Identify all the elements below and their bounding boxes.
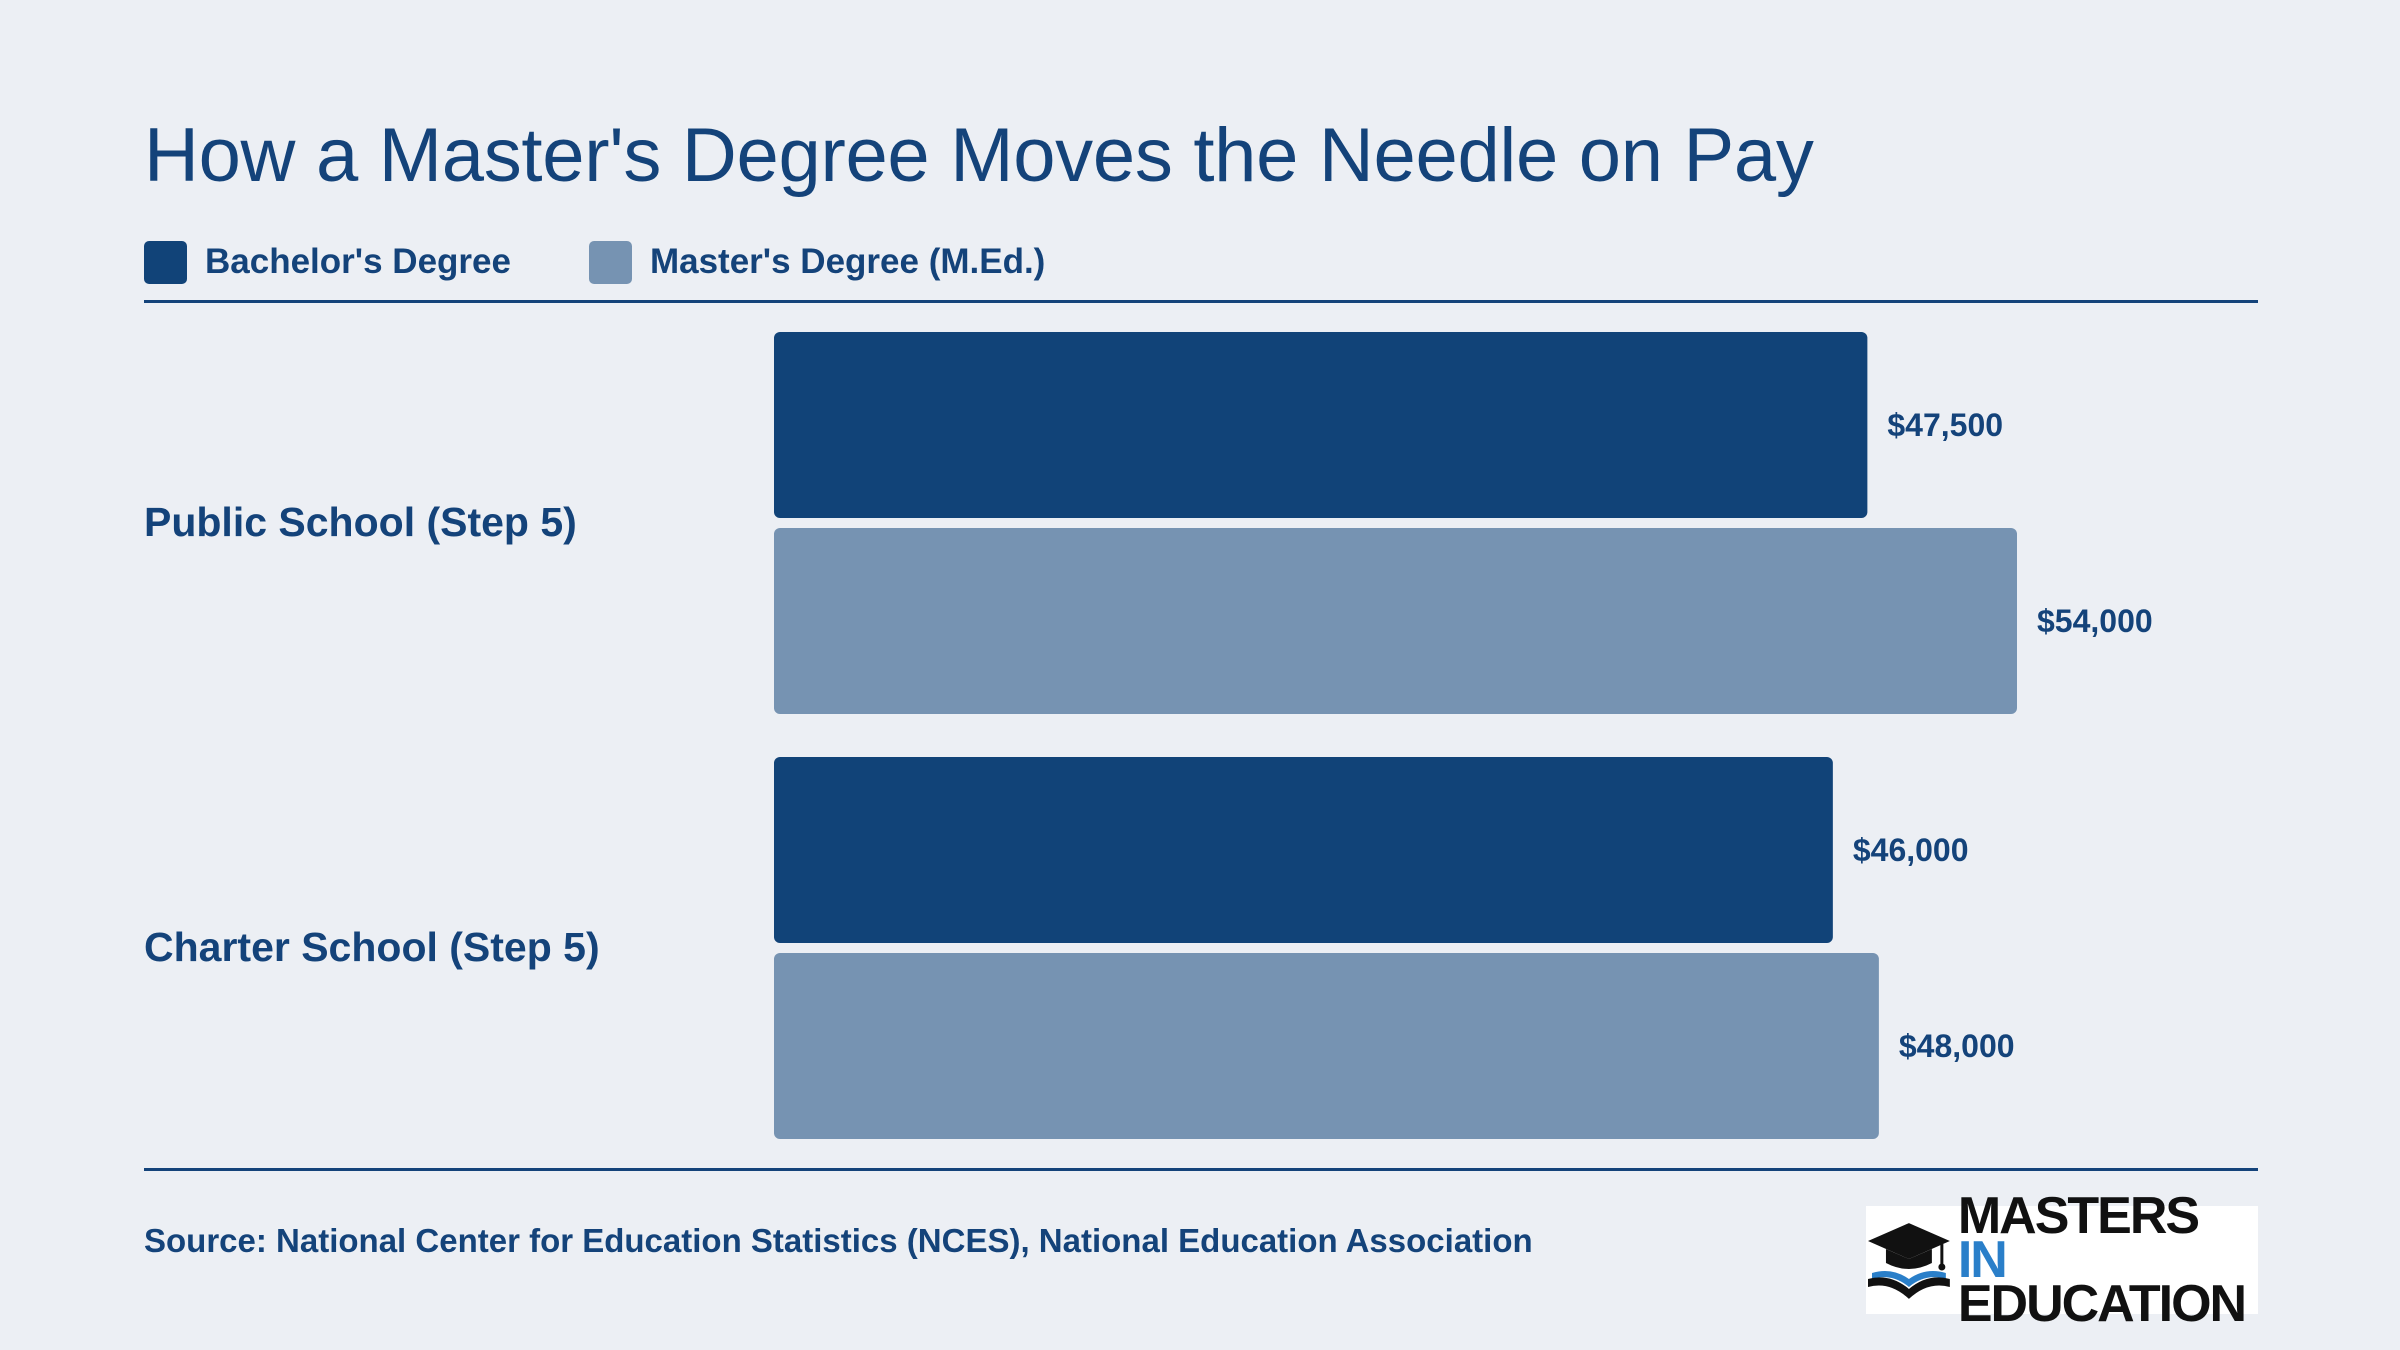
logo-wordmark: MASTERS IN EDUCATION: [1957, 1190, 2258, 1333]
category-label: Charter School (Step 5): [144, 924, 600, 970]
legend-swatch-bachelors: [144, 240, 187, 284]
legend-item-masters: Master's Degree (M.Ed.): [588, 240, 1046, 284]
bar: [774, 332, 1868, 518]
bar: [774, 953, 1879, 1139]
graduation-cap-book-icon: [1867, 1223, 1950, 1299]
bar: [774, 757, 1833, 943]
bar-value-label: $46,000: [1853, 832, 1969, 868]
logo: MASTERS IN EDUCATION: [1866, 1190, 2258, 1330]
top-divider: [144, 300, 2258, 303]
bar-value-label: $54,000: [2037, 603, 2153, 639]
legend-item-bachelors: Bachelor's Degree: [144, 240, 511, 284]
chart-title: How a Master's Degree Moves the Needle o…: [144, 113, 1814, 198]
logo-word-education: EDUCATION: [1957, 1275, 2247, 1333]
legend: Bachelor's Degree Master's Degree (M.Ed.…: [144, 240, 1123, 284]
bar-value-label: $48,000: [1899, 1028, 2015, 1064]
bar-value-label: $47,500: [1887, 407, 2003, 443]
legend-label-bachelors: Bachelor's Degree: [205, 242, 511, 281]
category-label: Public School (Step 5): [144, 499, 577, 545]
source-note: Source: National Center for Education St…: [144, 1222, 1533, 1259]
legend-label-masters: Master's Degree (M.Ed.): [649, 242, 1046, 281]
bottom-divider: [144, 1168, 2258, 1171]
bar: [774, 528, 2017, 714]
legend-swatch-masters: [588, 240, 632, 284]
logo-word-masters: MASTERS: [1957, 1187, 2200, 1245]
logo-word-in: IN: [1957, 1231, 2008, 1289]
